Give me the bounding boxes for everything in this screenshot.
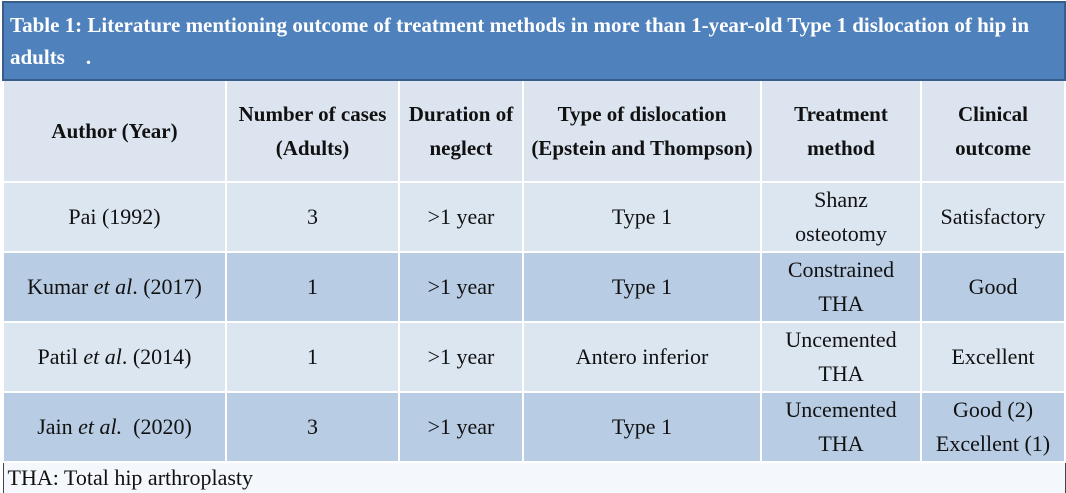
column-header: Number of cases (Adults) xyxy=(225,79,400,183)
header-row: Author (Year) Number of cases (Adults) Dur… xyxy=(2,79,1066,183)
cell-text: Pai (1992) xyxy=(68,204,161,229)
cell-text: . (2014) xyxy=(121,344,192,369)
cell: Antero inferior xyxy=(522,321,762,393)
cell: Type 1 xyxy=(522,391,762,463)
table-row: Kumar et al. (2017) 1 >1 year Type 1 Constra… xyxy=(2,251,1066,323)
cell-text: Jain xyxy=(37,414,79,439)
footnote-row: THA: Total hip arthroplasty xyxy=(2,461,1066,493)
cell-text: Kumar xyxy=(27,274,94,299)
column-header: Type of dislocation (Epstein and Thompso… xyxy=(522,79,762,183)
cell: Type 1 xyxy=(522,251,762,323)
cell: 3 xyxy=(225,391,400,463)
column-header: Duration of neglect xyxy=(398,79,524,183)
table-row: Jain et al. (2020) 3 >1 year Type 1 Uncement… xyxy=(2,391,1066,463)
cell-text: Patil xyxy=(37,344,84,369)
cell: Shanz osteotomy xyxy=(760,181,922,253)
cell: 3 xyxy=(225,181,400,253)
table-row: Patil et al. (2014) 1 >1 year Antero inferi… xyxy=(2,321,1066,393)
cell: Excellent xyxy=(919,321,1066,393)
cell: Constrained THA xyxy=(760,251,922,323)
cell: >1 year xyxy=(398,181,524,253)
cell-text: . (2017) xyxy=(132,274,202,299)
cell: Uncemented THA xyxy=(760,391,922,463)
cell-text: et al xyxy=(93,274,133,299)
cell: Type 1 xyxy=(522,181,762,253)
cell-text: et al. xyxy=(78,414,123,439)
cell: Jain et al. (2020) xyxy=(2,391,227,463)
cell: Kumar et al. (2017) xyxy=(2,251,227,323)
cell: 1 xyxy=(225,251,400,323)
table-caption: Table 1: Literature mentioning outcome o… xyxy=(1,1,1066,81)
cell: >1 year xyxy=(398,321,524,393)
cell: >1 year xyxy=(398,391,524,463)
cell: >1 year xyxy=(398,251,524,323)
cell: Uncemented THA xyxy=(760,321,922,393)
caption-row: Table 1: Literature mentioning outcome o… xyxy=(1,1,1066,81)
cell: Satisfactory xyxy=(919,181,1066,253)
column-header: Author (Year) xyxy=(2,79,227,183)
cell: Good (2) Excellent (1) xyxy=(919,391,1066,463)
cell-text: (2020) xyxy=(122,414,192,439)
cell: Good xyxy=(919,251,1066,323)
cell: Pai (1992) xyxy=(2,181,227,253)
column-header: Clinical outcome xyxy=(919,79,1066,183)
footnote: THA: Total hip arthroplasty xyxy=(2,461,1066,493)
cell: Patil et al. (2014) xyxy=(2,321,227,393)
column-header: Treatment method xyxy=(760,79,922,183)
cell: 1 xyxy=(225,321,400,393)
cell-text: et al xyxy=(83,344,122,369)
table-row: Pai (1992) 3 >1 year Type 1 Shanz osteotomy S… xyxy=(2,181,1066,253)
